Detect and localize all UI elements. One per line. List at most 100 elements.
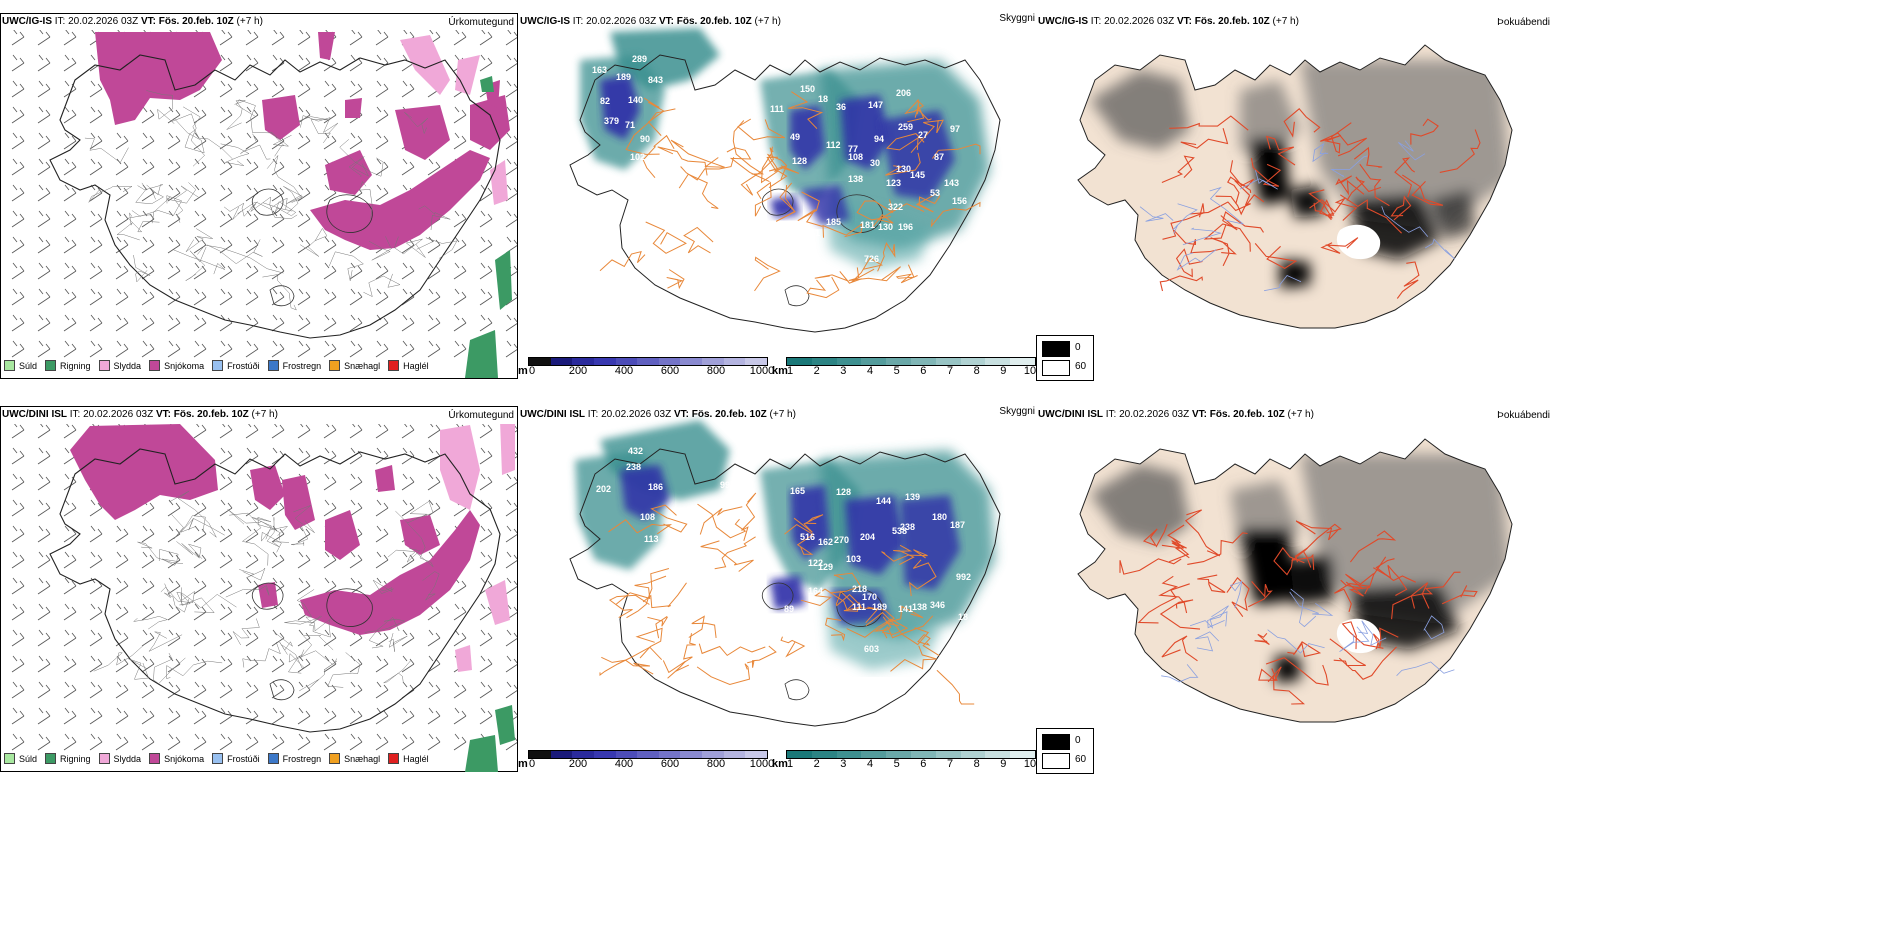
- visibility-value-label: 181: [860, 220, 875, 230]
- road-line: [740, 147, 774, 196]
- road-line: [890, 645, 937, 672]
- road-line: [1142, 523, 1168, 548]
- legend-item: Súld: [4, 753, 37, 764]
- scale-tick-label: 800: [706, 758, 726, 770]
- visibility-value-label: 141: [898, 604, 913, 614]
- road-line: [1295, 520, 1340, 541]
- precip-type-panel-bottom: [0, 406, 518, 772]
- visibility-value-label: 204: [860, 532, 875, 542]
- scale-color-step: [1010, 358, 1035, 365]
- road-line: [881, 549, 928, 562]
- road-line: [678, 173, 719, 209]
- road-line: [1421, 571, 1461, 609]
- road-line: [1162, 203, 1205, 240]
- scale-tick-label: 1000: [749, 758, 775, 770]
- visibility-value-label: 164: [808, 586, 823, 596]
- visibility-value-label: 128: [836, 487, 851, 497]
- road-line: [1161, 664, 1199, 683]
- scale-tick-label: 3: [840, 365, 847, 377]
- scale-color-step: [836, 751, 862, 758]
- road-line: [1381, 206, 1429, 237]
- scale-tick-label: 400: [614, 758, 634, 770]
- road-line: [1358, 620, 1387, 646]
- road-line: [1220, 211, 1264, 233]
- precip-type-legend: Súld Rigning Slydda Snjókoma Frostúði Fr…: [4, 753, 429, 764]
- scale-color-step: [811, 751, 837, 758]
- road-line: [904, 98, 924, 118]
- road-line: [1180, 128, 1229, 149]
- road-line: [1308, 189, 1333, 219]
- road-line: [1137, 583, 1190, 624]
- scale-color-step: [593, 358, 616, 365]
- road-line: [1329, 638, 1366, 667]
- road-line: [1258, 666, 1282, 683]
- road-line: [1320, 132, 1368, 157]
- road-line: [1210, 237, 1237, 267]
- road-line: [1341, 621, 1384, 650]
- scale-tick-label: 8: [973, 758, 980, 770]
- visibility-value-label: 259: [898, 122, 913, 132]
- road-line: [599, 251, 646, 272]
- scale-color-step: [935, 358, 961, 365]
- visibility-value-label: 36: [836, 102, 846, 112]
- visibility-value-label: 77: [848, 144, 858, 154]
- road-line: [829, 572, 862, 594]
- panel-title: UWC/DINI ISL IT: 20.02.2026 03Z VT: Fös.…: [520, 409, 796, 420]
- road-line: [662, 660, 690, 679]
- scale-color-step: [787, 358, 812, 365]
- scale-color-step: [910, 751, 936, 758]
- scale-color-step: [637, 358, 659, 365]
- road-line: [886, 133, 925, 151]
- road-line: [754, 256, 781, 292]
- road-line: [645, 221, 687, 254]
- road-line: [642, 134, 675, 179]
- road-line: [1345, 556, 1387, 597]
- scale-tick-label: 200: [568, 365, 588, 377]
- road-line: [877, 242, 896, 272]
- road-line: [848, 266, 901, 282]
- legend-item: Rigning: [45, 753, 91, 764]
- visibility-value-label: 156: [952, 196, 967, 206]
- scale-tick-label: 10: [1023, 758, 1037, 770]
- road-line: [650, 504, 688, 533]
- road-line: [766, 153, 788, 180]
- scale-color-step: [886, 358, 911, 365]
- road-line: [1396, 261, 1420, 299]
- road-line: [885, 152, 921, 176]
- road-line: [1340, 572, 1375, 590]
- visibility-value-label: 18: [958, 612, 968, 622]
- scale-tick-label: 0: [528, 758, 536, 770]
- visibility-value-label: 322: [888, 202, 903, 212]
- fog-swatch-60: [1042, 360, 1070, 376]
- scale-color-step: [985, 751, 1011, 758]
- legend-swatch-rain: [45, 753, 57, 764]
- scale-tick-label: 6: [920, 365, 927, 377]
- road-line: [1229, 580, 1243, 609]
- panel-title: UWC/IG-IS IT: 20.02.2026 03Z VT: Fös. 20…: [520, 16, 781, 27]
- scale-tick-label: 1: [786, 758, 794, 770]
- legend-item: Snæhagl: [329, 360, 380, 371]
- fog-swatch-0: [1042, 734, 1070, 750]
- road-line: [737, 118, 786, 141]
- visibility-value-label: 170: [862, 592, 877, 602]
- visibility-value-label: 71: [625, 120, 635, 130]
- scale-tick-label: 600: [660, 365, 680, 377]
- panel-field-label: Þokuábendi: [1497, 17, 1550, 28]
- scale-color-step: [723, 751, 746, 758]
- road-line: [1265, 657, 1329, 686]
- road-line: [1119, 558, 1182, 575]
- scale-color-step: [723, 358, 746, 365]
- road-line: [698, 643, 766, 657]
- scale-tick-label: 9: [1000, 758, 1007, 770]
- visibility-value-label: 186: [648, 482, 663, 492]
- road-line: [1353, 146, 1383, 168]
- visibility-value-label: 379: [604, 116, 619, 126]
- visibility-value-label: 27: [918, 130, 928, 140]
- visibility-value-label: 726: [864, 254, 879, 264]
- visibility-value-label: 238: [626, 462, 641, 472]
- road-line: [1139, 206, 1174, 222]
- scale-color-step: [680, 751, 703, 758]
- road-line: [680, 156, 735, 181]
- road-line: [1338, 646, 1397, 680]
- visibility-scale-km: km 1 2 3 4 5 6 7 8 9 10: [772, 750, 1036, 770]
